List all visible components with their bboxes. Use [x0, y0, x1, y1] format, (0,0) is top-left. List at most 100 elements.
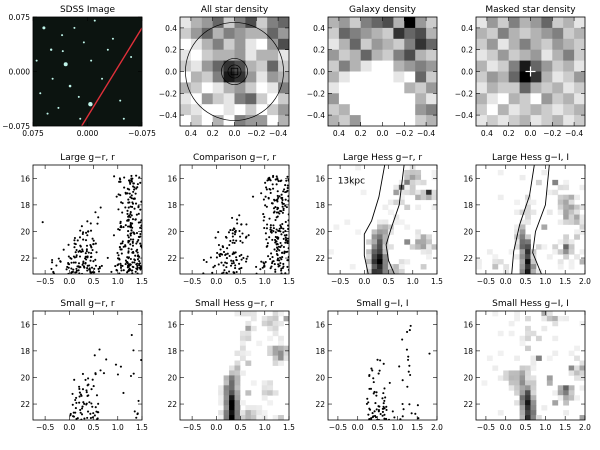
- star-point: [272, 227, 275, 230]
- x-tick-label: 1.5: [431, 277, 443, 286]
- star-point: [223, 269, 226, 272]
- hess-cell: [256, 410, 263, 416]
- star-point: [272, 207, 276, 210]
- hess-cell: [278, 340, 284, 347]
- hess-cell: [568, 239, 575, 245]
- star-point: [75, 401, 78, 404]
- density-cell: [519, 38, 531, 51]
- hess-cell: [377, 249, 383, 255]
- star-point: [91, 271, 94, 274]
- star-point: [135, 174, 138, 177]
- hess-cell: [245, 311, 252, 317]
- hess-cell: [366, 259, 372, 265]
- hess-cell: [366, 239, 372, 245]
- hess-cell: [492, 259, 499, 265]
- hess-cell: [366, 264, 372, 270]
- hess-cell: [234, 390, 241, 396]
- star-point: [383, 413, 386, 416]
- hess-cell: [525, 204, 531, 210]
- hess-cell: [535, 269, 542, 274]
- star-point: [118, 246, 122, 249]
- x-tick-label: −0.5: [183, 423, 201, 432]
- star-point: [393, 416, 396, 419]
- star-point: [97, 270, 101, 273]
- hess-cell: [563, 239, 570, 245]
- hess-cell: [525, 234, 531, 240]
- star-point: [278, 212, 281, 215]
- star-point: [92, 243, 95, 246]
- density-cell: [541, 49, 553, 61]
- star-point: [80, 225, 83, 228]
- hess-cell: [476, 264, 482, 270]
- star-point: [124, 245, 127, 248]
- star-point: [277, 196, 280, 199]
- sdss-star: [51, 77, 54, 80]
- star-point: [79, 244, 82, 247]
- star-point: [116, 251, 119, 255]
- star-point: [241, 232, 244, 235]
- hess-cell: [557, 249, 564, 255]
- hess-cell: [514, 254, 520, 260]
- hess-cell: [568, 370, 575, 376]
- hess-cell: [229, 385, 235, 391]
- hess-cell: [546, 254, 553, 260]
- star-point: [231, 216, 234, 219]
- star-point: [273, 199, 276, 202]
- density-cell: [574, 17, 585, 29]
- star-point: [117, 263, 120, 266]
- star-point: [240, 253, 243, 256]
- density-cell: [180, 17, 192, 29]
- star-point: [266, 223, 269, 226]
- density-cell: [267, 71, 279, 83]
- x-tick-label: 1.5: [136, 423, 148, 432]
- hess-cell: [508, 385, 515, 391]
- hess-cell: [239, 370, 246, 376]
- hess-cell: [371, 244, 378, 250]
- hess-cell: [398, 194, 405, 201]
- hess-cell: [239, 340, 246, 347]
- star-point: [132, 190, 135, 193]
- star-point: [368, 418, 371, 420]
- hess-cell: [239, 345, 246, 352]
- star-point: [131, 240, 134, 243]
- density-cell: [426, 17, 437, 29]
- density-cell: [234, 104, 246, 116]
- density-cell: [426, 71, 437, 83]
- density-cell: [530, 27, 542, 40]
- star-point: [284, 184, 287, 187]
- density-cell: [190, 93, 203, 105]
- hess-cell: [245, 335, 252, 342]
- axes-frame: [475, 310, 586, 421]
- star-point: [50, 267, 53, 270]
- y-tick-label: 16: [463, 320, 473, 329]
- hess-cell: [267, 400, 274, 406]
- star-point: [80, 394, 83, 397]
- density-cell: [476, 71, 488, 83]
- hess-cell: [371, 234, 378, 240]
- hess-cell: [525, 330, 531, 337]
- hess-cell: [234, 360, 241, 366]
- y-tick-label: 0.075: [9, 13, 31, 22]
- star-point: [235, 259, 238, 262]
- star-point: [76, 239, 79, 242]
- star-point: [112, 234, 116, 237]
- star-point: [92, 385, 95, 388]
- star-point: [370, 367, 373, 370]
- star-point: [67, 255, 70, 258]
- hess-cell: [223, 390, 230, 396]
- density-cell: [530, 71, 542, 83]
- density-cell: [476, 27, 488, 40]
- density-cell: [530, 115, 542, 126]
- sdss-star: [73, 26, 76, 29]
- hess-cell: [409, 179, 416, 186]
- star-point: [79, 229, 82, 232]
- density-cell: [563, 38, 575, 51]
- hess-cell: [530, 254, 537, 260]
- density-cell: [349, 104, 362, 116]
- density-cell: [415, 60, 427, 72]
- hess-cell: [546, 311, 553, 317]
- hess-cell: [525, 385, 531, 391]
- hess-cell: [272, 311, 279, 317]
- hess-cell: [234, 385, 241, 391]
- star-point: [123, 186, 126, 189]
